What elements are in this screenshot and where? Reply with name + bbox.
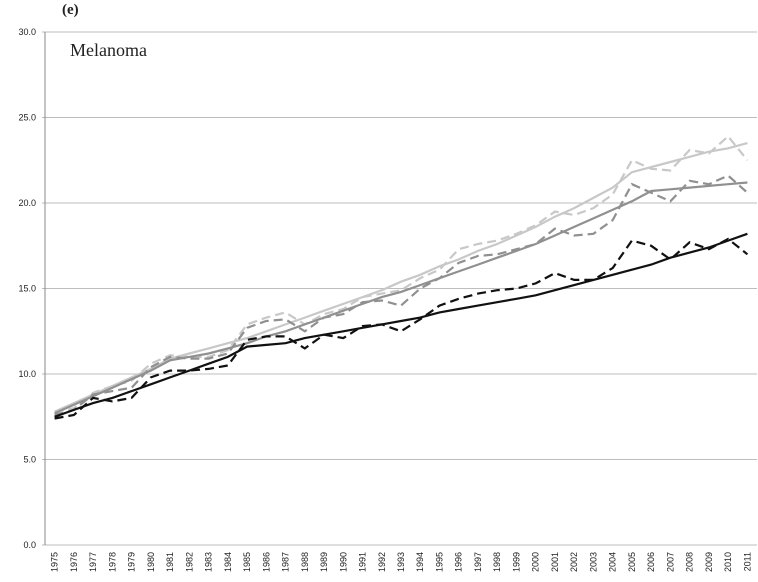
y-tick-label: 10.0 <box>18 369 36 379</box>
chart-title: (e) <box>62 2 79 18</box>
x-tick-label: 1985 <box>242 552 252 572</box>
series-line <box>54 181 748 415</box>
x-tick-label: 1982 <box>184 552 194 572</box>
x-tick-label: 1992 <box>377 552 387 572</box>
series-line <box>54 232 748 418</box>
y-tick-label: 5.0 <box>23 455 36 465</box>
x-tick-label: 1983 <box>204 552 214 572</box>
y-tick-label: 30.0 <box>18 27 36 37</box>
x-tick-label: 1991 <box>358 552 368 572</box>
series-line <box>54 237 749 420</box>
x-tick-label: 1989 <box>319 552 329 572</box>
x-tick-label: 1996 <box>454 552 464 572</box>
y-tick-label: 15.0 <box>18 284 36 294</box>
series-line <box>54 174 749 417</box>
y-tick-label: 25.0 <box>18 113 36 123</box>
x-tick-label: 2005 <box>627 552 637 572</box>
x-tick-label: 1994 <box>415 552 425 572</box>
series-line <box>54 134 749 413</box>
x-tick-label: 1997 <box>473 552 483 572</box>
x-tick-label: 2006 <box>646 552 656 572</box>
x-tick-label: 2011 <box>742 552 752 571</box>
x-tick-label: 1980 <box>146 552 156 572</box>
x-tick-label: 2004 <box>608 552 618 572</box>
x-tick-label: 1975 <box>50 552 60 572</box>
x-tick-label: 1999 <box>511 552 521 572</box>
x-tick-label: 1998 <box>492 552 502 572</box>
x-tick-label: 1987 <box>281 552 291 572</box>
x-tick-label: 2010 <box>723 552 733 572</box>
x-tick-label: 1995 <box>434 552 444 572</box>
annotation: Melanoma <box>70 40 147 60</box>
x-tick-label: 2003 <box>588 552 598 572</box>
x-tick-label: 1981 <box>165 552 175 572</box>
x-tick-label: 1977 <box>88 552 98 572</box>
x-tick-label: 1993 <box>396 552 406 572</box>
series-line <box>54 142 748 413</box>
x-tick-label: 1976 <box>69 552 79 572</box>
x-tick-label: 1979 <box>127 552 137 572</box>
x-tick-label: 1984 <box>223 552 233 572</box>
x-tick-label: 1990 <box>338 552 348 572</box>
x-tick-label: 1988 <box>300 552 310 572</box>
x-tick-label: 1978 <box>107 552 117 572</box>
x-tick-label: 2001 <box>550 552 560 572</box>
x-tick-label: 2000 <box>531 552 541 572</box>
x-tick-label: 2009 <box>704 552 714 572</box>
x-tick-label: 2008 <box>685 552 695 572</box>
x-tick-label: 2002 <box>569 552 579 572</box>
x-tick-label: 2007 <box>665 552 675 572</box>
y-tick-label: 20.0 <box>18 198 36 208</box>
x-tick-label: 1986 <box>261 552 271 572</box>
y-tick-label: 0.0 <box>23 540 36 550</box>
